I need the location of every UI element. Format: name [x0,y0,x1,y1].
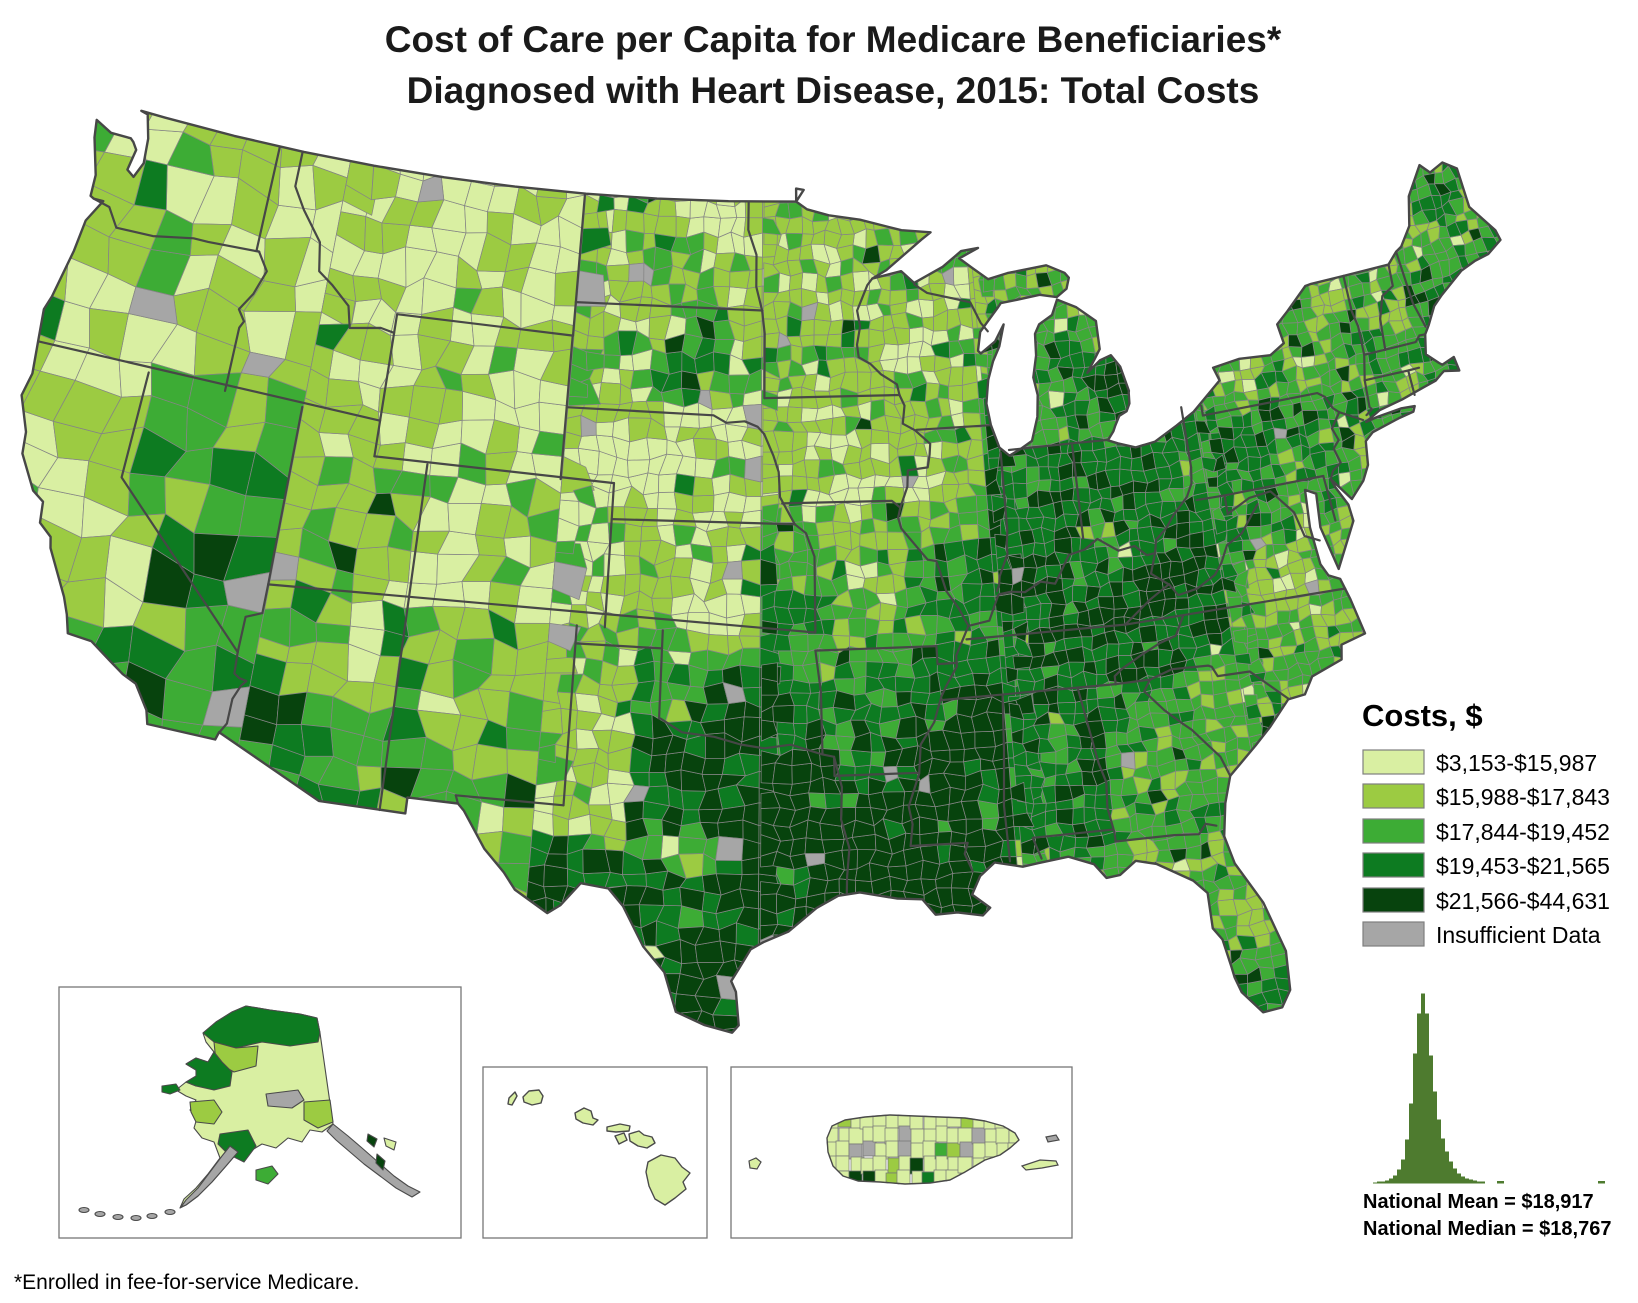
svg-text:Insufficient Data: Insufficient Data [1436,922,1601,948]
svg-text:$17,844-$19,452: $17,844-$19,452 [1436,819,1610,845]
svg-text:Costs, $: Costs, $ [1362,698,1483,733]
svg-text:National Mean = $18,917: National Mean = $18,917 [1363,1191,1594,1213]
svg-text:$3,153-$15,987: $3,153-$15,987 [1436,750,1597,776]
svg-text:Cost of Care per Capita for Me: Cost of Care per Capita for Medicare Ben… [385,19,1282,60]
svg-text:Diagnosed with Heart Disease,: Diagnosed with Heart Disease, 2015: Tota… [407,70,1260,111]
svg-text:$19,453-$21,565: $19,453-$21,565 [1436,853,1610,879]
svg-text:National Median = $18,767: National Median = $18,767 [1363,1218,1611,1240]
svg-text:*Enrolled in fee-for-service M: *Enrolled in fee-for-service Medicare. [14,1271,359,1294]
svg-text:$15,988-$17,843: $15,988-$17,843 [1436,784,1610,810]
svg-text:$21,566-$44,631: $21,566-$44,631 [1436,888,1610,914]
